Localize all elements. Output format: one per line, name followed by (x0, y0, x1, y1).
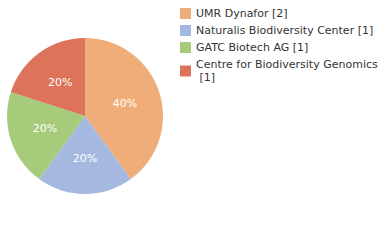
svg-text:GATC Biotech AG [1]: GATC Biotech AG [1] (196, 41, 308, 54)
svg-text:Naturalis Biodiversity Center: Naturalis Biodiversity Center [1] (196, 24, 373, 37)
svg-text:Centre for Biodiversity Genomi: Centre for Biodiversity Genomics (196, 58, 378, 71)
svg-text:UMR Dynafor [2]: UMR Dynafor [2] (196, 7, 288, 20)
svg-text:[1]: [1] (196, 71, 215, 84)
svg-text:20%: 20% (33, 122, 57, 135)
svg-text:40%: 40% (113, 97, 137, 110)
svg-text:20%: 20% (73, 152, 97, 165)
svg-text:20%: 20% (48, 76, 72, 89)
